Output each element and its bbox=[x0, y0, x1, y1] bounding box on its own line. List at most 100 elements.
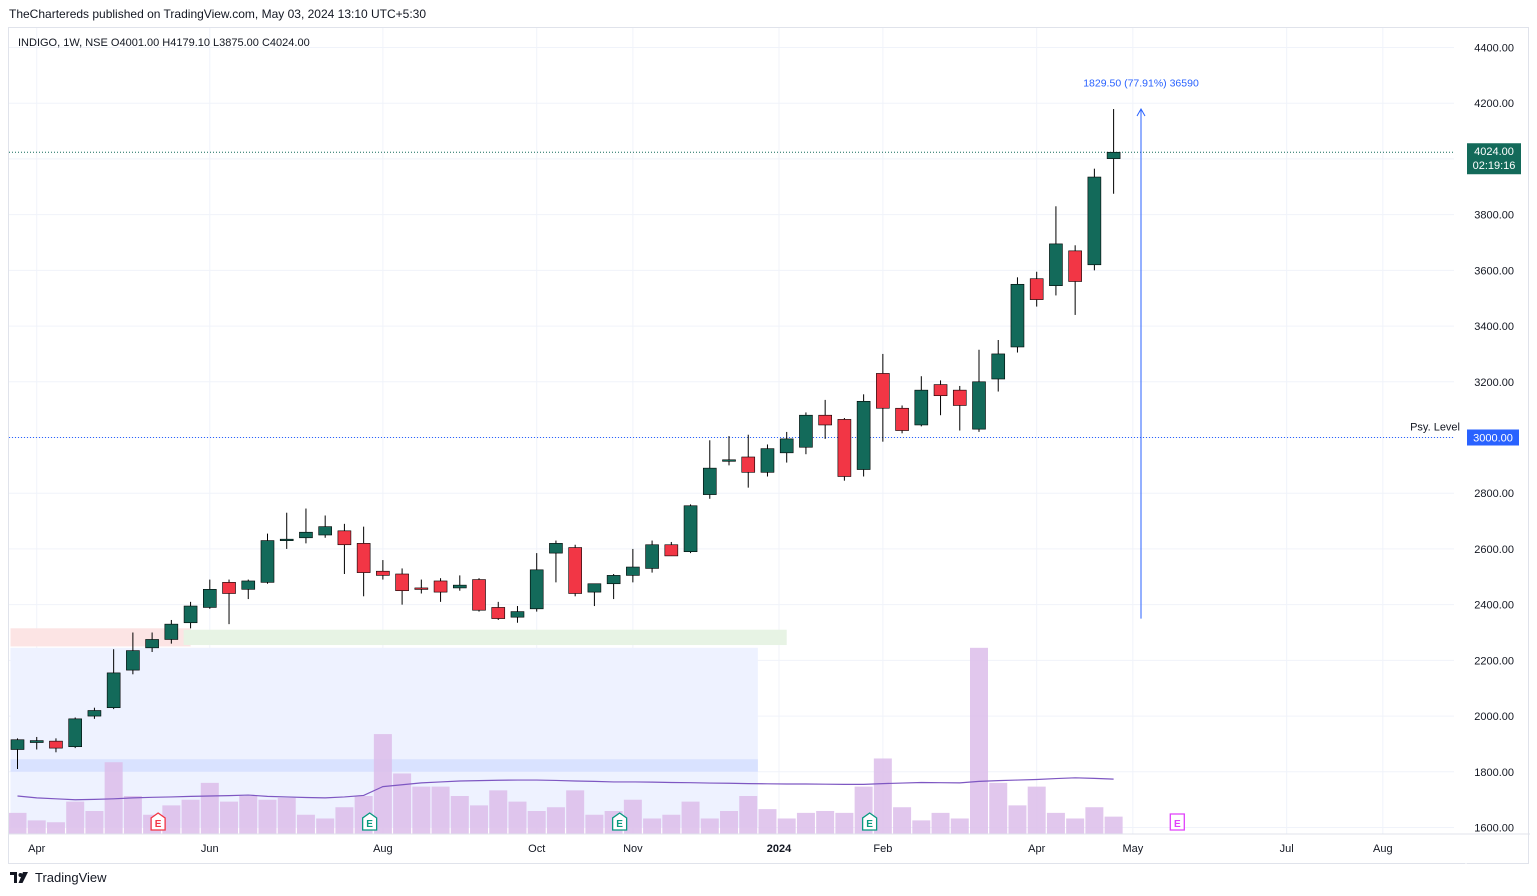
psy-level-label: Psy. Level bbox=[1410, 422, 1460, 434]
earnings-marker[interactable]: E bbox=[1169, 813, 1185, 831]
volume-bar bbox=[450, 795, 469, 834]
volume-bar bbox=[873, 758, 892, 834]
volume-bar bbox=[989, 782, 1008, 834]
candle-body bbox=[203, 589, 217, 608]
earnings-marker[interactable]: E bbox=[150, 812, 166, 831]
volume-bar bbox=[950, 818, 969, 834]
volume-bar bbox=[623, 799, 642, 834]
volume-bar bbox=[1027, 786, 1046, 834]
volume-bar bbox=[758, 809, 777, 834]
volume-bar bbox=[66, 801, 85, 834]
volume-bar bbox=[296, 814, 315, 834]
candle-body bbox=[1029, 278, 1044, 300]
candle-body bbox=[645, 544, 659, 569]
volume-bar bbox=[393, 773, 412, 834]
candle-body bbox=[914, 389, 929, 426]
time-axis-label: Oct bbox=[528, 843, 545, 855]
volume-bar bbox=[9, 812, 27, 834]
candle-body bbox=[183, 605, 198, 624]
time-axis-label: Nov bbox=[623, 843, 643, 855]
earnings-marker[interactable]: E bbox=[861, 812, 878, 831]
volume-bar bbox=[258, 799, 277, 834]
volume-bar bbox=[162, 805, 181, 834]
time-axis-label: Aug bbox=[373, 843, 393, 855]
volume-bar bbox=[27, 820, 46, 834]
volume-bar bbox=[1046, 812, 1065, 834]
price-axis-tick: 3400.00 bbox=[1474, 321, 1514, 333]
candle-body bbox=[510, 611, 525, 618]
volume-bar bbox=[700, 818, 719, 834]
volume-bar bbox=[1085, 807, 1104, 834]
candlestick-chart[interactable]: 1829.50 (77.91%) 36590 INDIGO, 1W, NSE O4… bbox=[9, 28, 1530, 865]
volume-bar bbox=[739, 795, 758, 834]
chart-frame[interactable]: 1829.50 (77.91%) 36590 INDIGO, 1W, NSE O4… bbox=[8, 27, 1530, 865]
volume-bar bbox=[277, 797, 296, 834]
publisher-line: TheChartereds published on TradingView.c… bbox=[9, 7, 427, 21]
volume-bar bbox=[470, 805, 489, 834]
time-axis-label: May bbox=[1122, 843, 1143, 855]
tradingview-logo-icon bbox=[10, 871, 28, 883]
candle-body bbox=[991, 353, 1006, 380]
earnings-icon[interactable] bbox=[1169, 813, 1185, 831]
candle-body bbox=[549, 543, 563, 554]
volume-bar bbox=[46, 822, 65, 834]
volume-bar bbox=[893, 807, 912, 834]
volume-bar bbox=[431, 786, 450, 834]
earnings-label: E bbox=[866, 819, 873, 830]
current-price-box bbox=[1467, 143, 1521, 175]
volume-bar bbox=[239, 795, 258, 834]
green-demand-zone bbox=[183, 629, 787, 646]
candle-body bbox=[760, 448, 775, 473]
candle-body bbox=[414, 587, 429, 590]
measure-label: 1829.50 (77.91%) 36590 bbox=[1083, 78, 1199, 90]
price-axis-tick: 2400.00 bbox=[1474, 600, 1514, 612]
volume-bar bbox=[796, 812, 815, 834]
candle-body bbox=[529, 569, 544, 610]
volume-bar bbox=[181, 799, 200, 834]
bar-countdown: 02:19:16 bbox=[1473, 160, 1516, 172]
candle-body bbox=[106, 672, 121, 709]
volume-bar bbox=[1104, 816, 1123, 834]
candle-body bbox=[472, 579, 486, 611]
candle-body bbox=[856, 400, 871, 470]
candle-body bbox=[741, 456, 756, 473]
price-axis-tick: 2200.00 bbox=[1474, 655, 1514, 667]
volume-bar bbox=[104, 762, 123, 834]
candle-body bbox=[1068, 250, 1082, 282]
candle-body bbox=[337, 530, 352, 546]
candle-body bbox=[452, 584, 467, 589]
candle-body bbox=[779, 438, 794, 454]
ohlc-legend: INDIGO, 1W, NSE O4001.00 H4179.10 L3875.… bbox=[18, 37, 310, 49]
earnings-icon[interactable] bbox=[361, 812, 378, 831]
candle-body bbox=[433, 580, 448, 593]
candle-body bbox=[933, 384, 948, 397]
earnings-icon[interactable] bbox=[150, 812, 166, 831]
price-axis-tick: 3600.00 bbox=[1474, 265, 1514, 277]
candle-body bbox=[664, 544, 679, 557]
earnings-icon[interactable] bbox=[861, 812, 878, 831]
earnings-marker[interactable]: E bbox=[361, 812, 378, 831]
candle-body bbox=[702, 467, 717, 495]
earnings-label: E bbox=[616, 819, 623, 830]
price-axis-tick: 2600.00 bbox=[1474, 544, 1514, 556]
candle-body bbox=[299, 531, 313, 539]
earnings-label: E bbox=[1174, 819, 1181, 830]
red-demand-zone bbox=[10, 628, 191, 647]
candle-body bbox=[222, 582, 236, 594]
time-axis-label: Jul bbox=[1280, 843, 1294, 855]
volume-bar bbox=[123, 795, 142, 834]
current-price-value: 4024.00 bbox=[1474, 146, 1514, 158]
candle-body bbox=[587, 583, 602, 593]
candle-body bbox=[241, 580, 256, 590]
candle-body bbox=[952, 389, 967, 406]
earnings-label: E bbox=[366, 819, 373, 830]
psy-level-box bbox=[1467, 429, 1519, 446]
volume-bar bbox=[585, 814, 604, 834]
earnings-marker[interactable]: E bbox=[611, 812, 628, 831]
volume-bar bbox=[566, 790, 585, 834]
candle-body bbox=[49, 740, 63, 749]
earnings-icon[interactable] bbox=[611, 812, 628, 831]
volume-ma-line bbox=[17, 777, 1114, 801]
candle-body bbox=[356, 543, 371, 573]
candle-body bbox=[972, 381, 986, 430]
